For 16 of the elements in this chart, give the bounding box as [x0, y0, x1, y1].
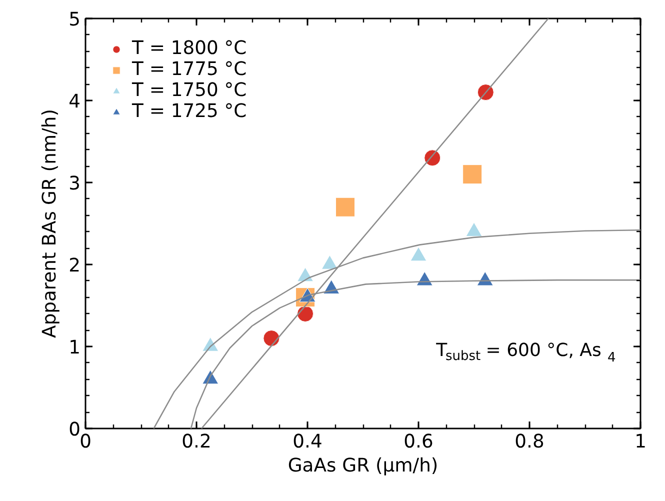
- legend-label: T = 1800 °C: [132, 38, 247, 59]
- x-tick-label: 0.6: [404, 432, 434, 452]
- legend-label: T = 1775 °C: [132, 59, 247, 80]
- x-axis-title: GaAs GR (µm/h): [288, 456, 438, 476]
- y-tick-label: 3: [68, 174, 81, 194]
- x-tick-label: 1: [634, 432, 646, 452]
- x-tick-label: 0.2: [182, 432, 212, 452]
- y-tick-label: 1: [68, 338, 81, 358]
- legend-label: T = 1725 °C: [132, 101, 247, 122]
- y-tick-label: 5: [68, 10, 81, 30]
- y-tick-label: 4: [68, 92, 81, 112]
- legend-label: T = 1750 °C: [132, 80, 247, 101]
- y-tick-label: 2: [68, 256, 81, 276]
- x-tick-label: 0.8: [514, 432, 544, 452]
- y-axis-title: Apparent BAs GR (nm/h): [40, 109, 61, 338]
- x-tick-label: 0.4: [292, 432, 322, 452]
